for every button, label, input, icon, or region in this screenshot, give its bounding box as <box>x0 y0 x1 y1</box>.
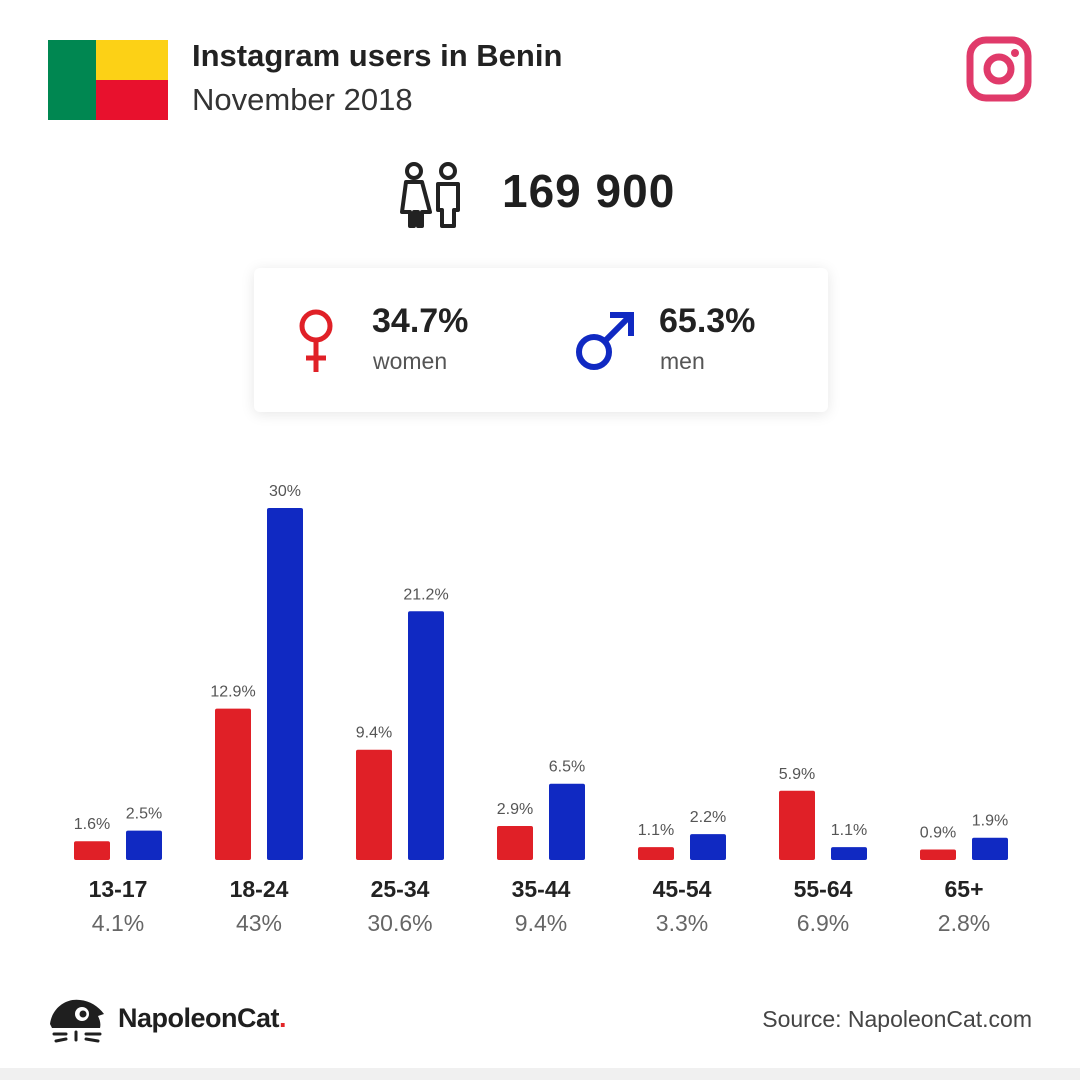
bar-men-65+ <box>972 837 1008 860</box>
age-group-label: 45-54 <box>652 876 712 902</box>
gender-card: 34.7% women 65.3% men <box>254 268 828 412</box>
bar-women-13-17 <box>74 841 110 860</box>
people-icon <box>400 162 460 228</box>
bar-men-45-54 <box>690 834 726 860</box>
data-label-women-65+: 0.9% <box>920 824 956 841</box>
age-group-total: 2.8% <box>937 910 991 936</box>
total-users: 169 900 <box>502 165 676 217</box>
age-group-total: 4.1% <box>91 910 145 936</box>
men-label: men <box>660 348 705 374</box>
instagram-icon <box>966 36 1032 102</box>
data-label-men-35-44: 6.5% <box>549 759 585 776</box>
bar-men-13-17 <box>126 830 162 860</box>
data-label-women-18-24: 12.9% <box>210 684 255 701</box>
data-label-women-55-64: 5.9% <box>779 766 815 783</box>
age-group-label: 65+ <box>944 876 984 902</box>
women-label: women <box>373 348 448 374</box>
flag-green-stripe <box>48 40 96 120</box>
men-percentage: 65.3% <box>659 302 756 340</box>
source-text: Source: NapoleonCat.com <box>762 1006 1032 1032</box>
bar-men-18-24 <box>267 508 303 860</box>
bar-women-65+ <box>920 849 956 860</box>
age-group-label: 55-64 <box>793 876 853 902</box>
data-label-men-55-64: 1.1% <box>831 822 867 839</box>
age-group-label: 25-34 <box>370 876 430 902</box>
data-label-women-35-44: 2.9% <box>497 801 533 818</box>
footer-band <box>0 1068 1080 1080</box>
age-group-total: 43% <box>235 910 283 936</box>
male-symbol-icon <box>576 312 634 370</box>
women-percentage: 34.7% <box>372 302 469 340</box>
age-group-label: 35-44 <box>511 876 571 902</box>
age-group-label: 13-17 <box>88 876 148 902</box>
age-group-total: 3.3% <box>655 910 709 936</box>
brand-dot: . <box>279 1003 287 1033</box>
age-group-total: 30.6% <box>367 910 433 936</box>
benin-flag-icon <box>48 40 168 120</box>
data-label-men-65+: 1.9% <box>972 813 1008 830</box>
bar-women-18-24 <box>215 708 251 860</box>
napoleoncat-logo-icon <box>50 999 104 1043</box>
brand-text: NapoleonCat <box>118 1003 280 1033</box>
data-label-women-25-34: 9.4% <box>356 725 392 742</box>
bar-women-55-64 <box>779 790 815 860</box>
page-subtitle: November 2018 <box>192 82 413 117</box>
brand-name: NapoleonCat. <box>118 1003 287 1034</box>
age-group-label: 18-24 <box>229 876 289 902</box>
data-label-men-45-54: 2.2% <box>690 809 726 826</box>
female-symbol-icon <box>299 309 333 372</box>
bar-women-35-44 <box>497 825 533 860</box>
data-label-men-25-34: 21.2% <box>403 586 448 603</box>
bar-men-55-64 <box>831 847 867 860</box>
data-label-men-13-17: 2.5% <box>126 806 162 823</box>
age-gender-bar-chart: 1.6% 2.5% 12.9% 30% 9.4% 21.2% 2.9% 6.5% 1.1% 2.2… <box>74 483 1008 860</box>
age-group-total: 6.9% <box>796 910 850 936</box>
bar-women-25-34 <box>356 749 392 860</box>
bar-women-45-54 <box>638 847 674 860</box>
flag-red-stripe <box>96 80 168 120</box>
bar-men-25-34 <box>408 611 444 860</box>
age-group-total: 9.4% <box>514 910 568 936</box>
data-label-men-18-24: 30% <box>269 483 301 500</box>
bar-men-35-44 <box>549 783 585 860</box>
data-label-women-45-54: 1.1% <box>638 822 674 839</box>
page-title: Instagram users in Benin <box>192 38 563 73</box>
flag-yellow-stripe <box>96 40 168 80</box>
data-label-women-13-17: 1.6% <box>74 816 110 833</box>
